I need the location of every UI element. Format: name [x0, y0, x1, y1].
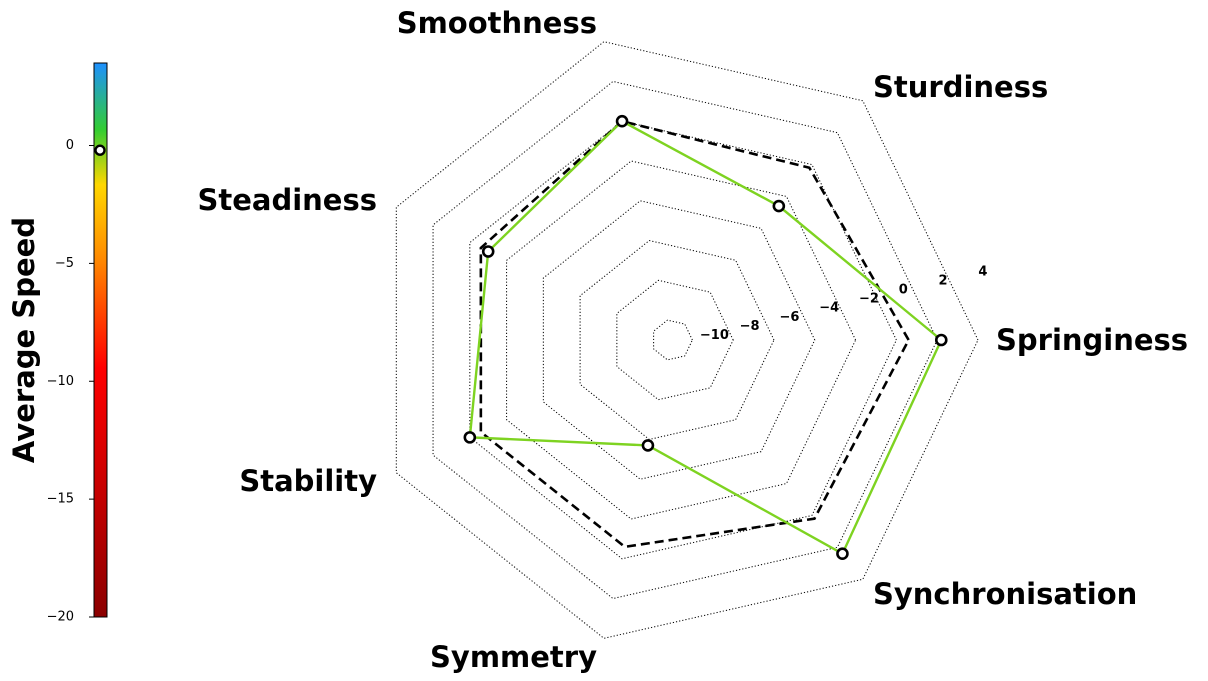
data-point [463, 431, 477, 444]
grid-ring [653, 319, 693, 361]
axis-label-stability: Stability [239, 464, 377, 498]
series-line-0 [479, 119, 911, 549]
data-point [615, 114, 629, 128]
grid-ring [506, 160, 857, 520]
radar-labels: Springiness Sturdiness Smoothness Steadines… [197, 6, 1188, 674]
tick-label: −2 [859, 292, 879, 307]
colorbar-tick-label: −15 [47, 492, 74, 507]
axis-label-sturdiness: Sturdiness [873, 70, 1048, 104]
grid-ring [469, 120, 897, 560]
data-point [836, 547, 849, 561]
radar-grid: −10 −8 −6 −4 −2 0 2 4 [395, 41, 987, 639]
tick-label: 0 [899, 283, 908, 298]
colorbar-marker [94, 144, 106, 156]
colorbar-tick-label: −10 [47, 374, 74, 389]
data-point [641, 439, 655, 452]
grid-ring [616, 279, 734, 401]
colorbar-gradient [93, 62, 108, 618]
grid-ring [579, 240, 775, 440]
tick-label: −10 [700, 328, 729, 343]
radar-series [463, 114, 948, 561]
colorbar-tick-label: −20 [47, 610, 74, 625]
colorbar-tick-label: −5 [55, 256, 74, 271]
axis-label-symmetry: Symmetry [430, 640, 597, 674]
axis-label-synchronisation: Synchronisation [873, 577, 1137, 611]
colorbar: 0 −5 −10 −15 −20 Average Speed [7, 62, 108, 625]
tick-label: −4 [819, 301, 839, 316]
data-point [772, 199, 786, 213]
colorbar-title: Average Speed [7, 217, 41, 463]
tick-label: −6 [779, 310, 799, 325]
axis-label-smoothness: Smoothness [397, 6, 597, 40]
data-point [934, 333, 948, 347]
series-line-1 [468, 119, 943, 556]
data-point [481, 245, 495, 258]
tick-label: −8 [740, 319, 760, 334]
grid-ring [395, 41, 979, 639]
grid-ring [542, 200, 816, 480]
axis-label-springiness: Springiness [996, 323, 1188, 357]
grid-ring [432, 80, 938, 600]
tick-label: 2 [939, 273, 948, 288]
axis-label-steadiness: Steadiness [197, 183, 377, 217]
colorbar-tick-label: 0 [66, 138, 74, 153]
tick-label: 4 [978, 264, 987, 279]
